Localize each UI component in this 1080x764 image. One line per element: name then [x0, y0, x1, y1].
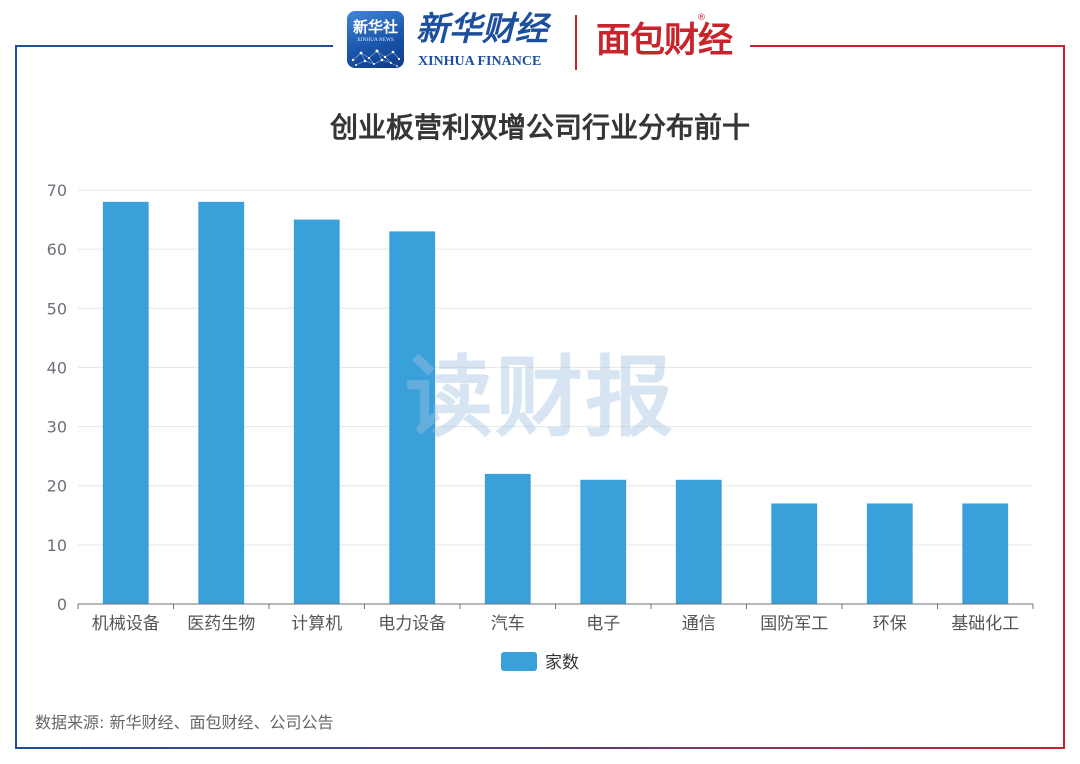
bar-9[interactable] — [866, 503, 913, 604]
frame-left-line — [15, 45, 17, 749]
header-divider — [575, 15, 577, 70]
x-tick-label: 医药生物 — [187, 614, 255, 634]
chart-title: 创业板营利双增公司行业分布前十 — [329, 111, 750, 144]
bar-1[interactable] — [102, 201, 149, 605]
x-tick-label: 机械设备 — [92, 614, 160, 634]
xinhua-news-logo-english: XINHUA NEWS — [356, 38, 395, 43]
y-tick-label: 60 — [47, 240, 67, 259]
frame-top-left-line — [15, 45, 333, 47]
y-axis-labels: 0 10 20 30 40 50 60 70 — [47, 181, 67, 614]
frame-right-line — [1063, 45, 1065, 749]
network-pattern-icon — [351, 49, 401, 67]
bar-2[interactable] — [198, 201, 245, 605]
legend-swatch[interactable] — [501, 652, 537, 671]
x-tick-label: 计算机 — [291, 614, 342, 634]
x-tick-label: 电力设备 — [378, 614, 446, 634]
bar-6[interactable] — [580, 479, 627, 604]
x-tick-label: 汽车 — [491, 614, 525, 634]
frame-top-right-line — [750, 45, 1065, 47]
y-tick-label: 40 — [47, 358, 67, 377]
xinhua-finance-logo-name: 新华财经 — [416, 9, 548, 48]
y-tick-label: 0 — [57, 595, 67, 614]
xinhua-news-logo-name: 新华社 — [352, 18, 398, 36]
y-tick-label: 50 — [47, 299, 67, 318]
data-source-note: 数据来源: 新华财经、面包财经、公司公告 — [35, 713, 334, 732]
bar-4[interactable] — [389, 231, 436, 604]
xinhua-finance-logo-english: XINHUA FINANCE — [418, 54, 542, 69]
bar-7[interactable] — [675, 479, 722, 604]
registered-mark: ® — [697, 13, 706, 23]
bar-3[interactable] — [293, 219, 340, 605]
y-tick-label: 20 — [47, 477, 67, 496]
x-tick-label: 通信 — [682, 614, 716, 634]
x-tick-label: 环保 — [873, 614, 907, 634]
legend-label[interactable]: 家数 — [545, 653, 579, 673]
x-tick-label: 国防军工 — [760, 614, 828, 634]
bar-8[interactable] — [771, 503, 818, 604]
x-axis-labels: 机械设备 医药生物 计算机 电力设备 汽车 电子 通信 国防军工 环保 基础化工 — [92, 614, 1020, 634]
y-tick-label: 70 — [47, 181, 67, 200]
mianbao-finance-logo: 面包财经 — [596, 21, 733, 61]
x-axis — [77, 603, 1034, 609]
y-tick-label: 30 — [47, 418, 67, 437]
legend[interactable]: 家数 — [501, 652, 579, 673]
bar-5[interactable] — [484, 473, 531, 604]
bars — [102, 201, 1009, 605]
bar-10[interactable] — [962, 503, 1009, 604]
x-tick-label: 电子 — [586, 614, 620, 634]
xinhua-news-logo: 新华社 XINHUA NEWS — [347, 11, 404, 68]
x-tick-label: 基础化工 — [951, 614, 1019, 634]
y-tick-label: 10 — [47, 536, 67, 555]
frame-bottom-line — [15, 747, 1065, 749]
